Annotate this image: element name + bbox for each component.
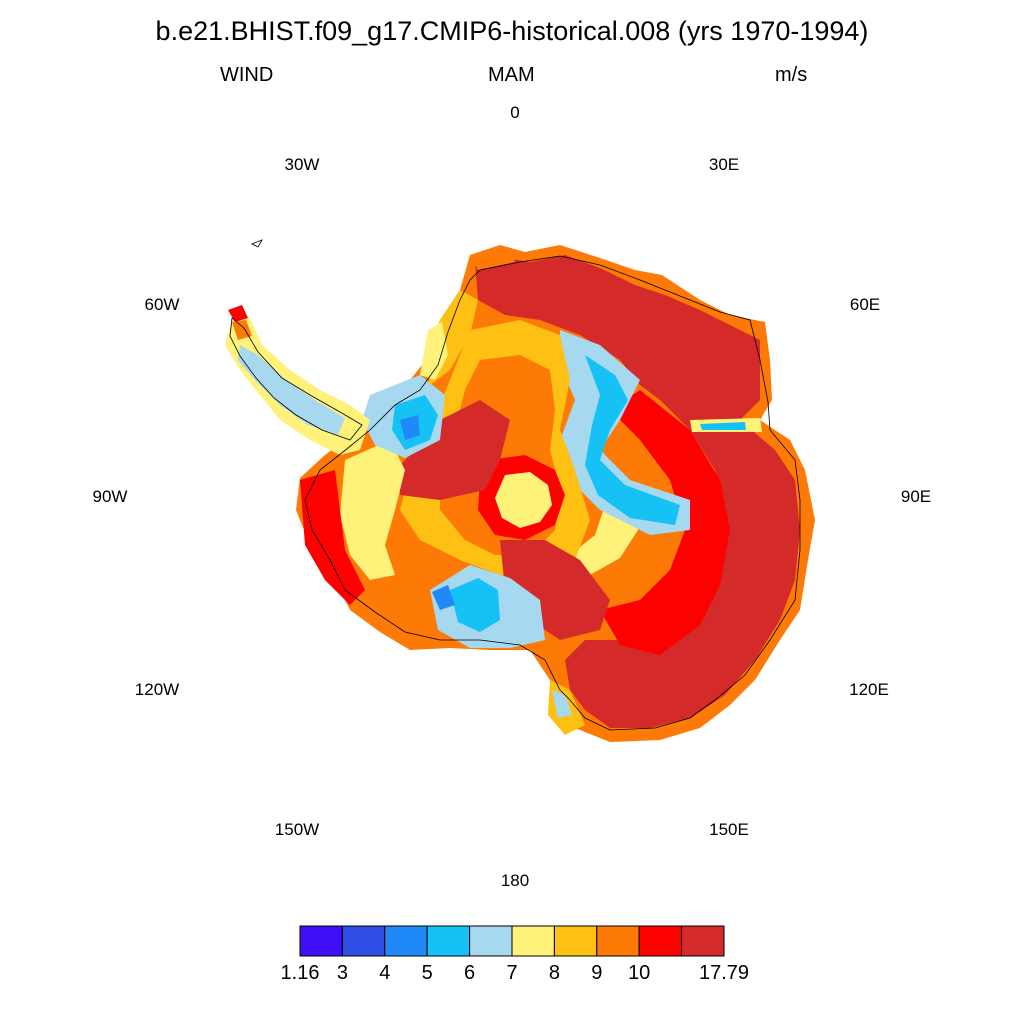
lon-label-0: 0 xyxy=(510,103,520,122)
pole-center xyxy=(495,472,552,528)
coastline xyxy=(304,255,801,731)
west-core xyxy=(395,400,510,500)
colorbar-label: 6 xyxy=(464,962,476,984)
peninsula-lightblue xyxy=(238,345,345,435)
west-coast-yellow xyxy=(340,440,405,580)
colorbar-label: 17.79 xyxy=(698,962,750,984)
east-stripe-blue xyxy=(700,422,746,430)
season-label: MAM xyxy=(488,64,535,86)
red-band-east xyxy=(600,390,730,655)
lon-label-180: 180 xyxy=(500,871,530,890)
units-label: m/s xyxy=(775,64,808,86)
north-coast-yellow xyxy=(420,322,448,380)
ross-blue xyxy=(432,585,455,610)
colorbar-label: 1.16 xyxy=(280,962,320,984)
lon-label-60e: 60E xyxy=(849,295,881,314)
colorbar-label: 5 xyxy=(421,962,433,984)
peninsula-coast xyxy=(229,317,363,441)
colorbar-label: 3 xyxy=(336,962,348,984)
colorbar-label: 10 xyxy=(628,962,651,984)
lon-label-120w: 120W xyxy=(134,680,180,699)
lon-label-90e: 90E xyxy=(900,487,932,506)
lowest-wind-band-ne xyxy=(585,355,680,525)
peninsula-orange xyxy=(232,320,252,340)
lon-label-30e: 30E xyxy=(708,155,740,174)
lon-label-90w: 90W xyxy=(92,487,128,506)
chart-title: b.e21.BHIST.f09_g17.CMIP6-historical.008… xyxy=(155,16,869,46)
north-coast-orange xyxy=(470,248,515,270)
lon-label-150w: 150W xyxy=(274,820,320,839)
colorbar-label: 9 xyxy=(591,962,603,984)
colorbar-label: 8 xyxy=(548,962,560,984)
lon-label-150e: 150E xyxy=(709,820,749,839)
lon-label-30w: 30W xyxy=(284,155,320,174)
variable-label: WIND xyxy=(220,64,274,86)
lon-label-120e: 120E xyxy=(849,680,889,699)
colorbar-label: 7 xyxy=(506,962,518,984)
lon-label-60w: 60W xyxy=(144,295,180,314)
small-island xyxy=(251,239,263,248)
colorbar-label: 4 xyxy=(379,962,391,984)
weddell-blue xyxy=(400,415,420,440)
ross-lowest xyxy=(450,578,500,632)
low-wind-band-ne xyxy=(560,330,690,535)
victoria-lightblue xyxy=(552,690,572,718)
peninsula-tip xyxy=(228,305,248,322)
peninsula-yellow xyxy=(225,318,370,455)
high-wind-core xyxy=(475,255,800,728)
west-coast-red xyxy=(300,470,365,605)
